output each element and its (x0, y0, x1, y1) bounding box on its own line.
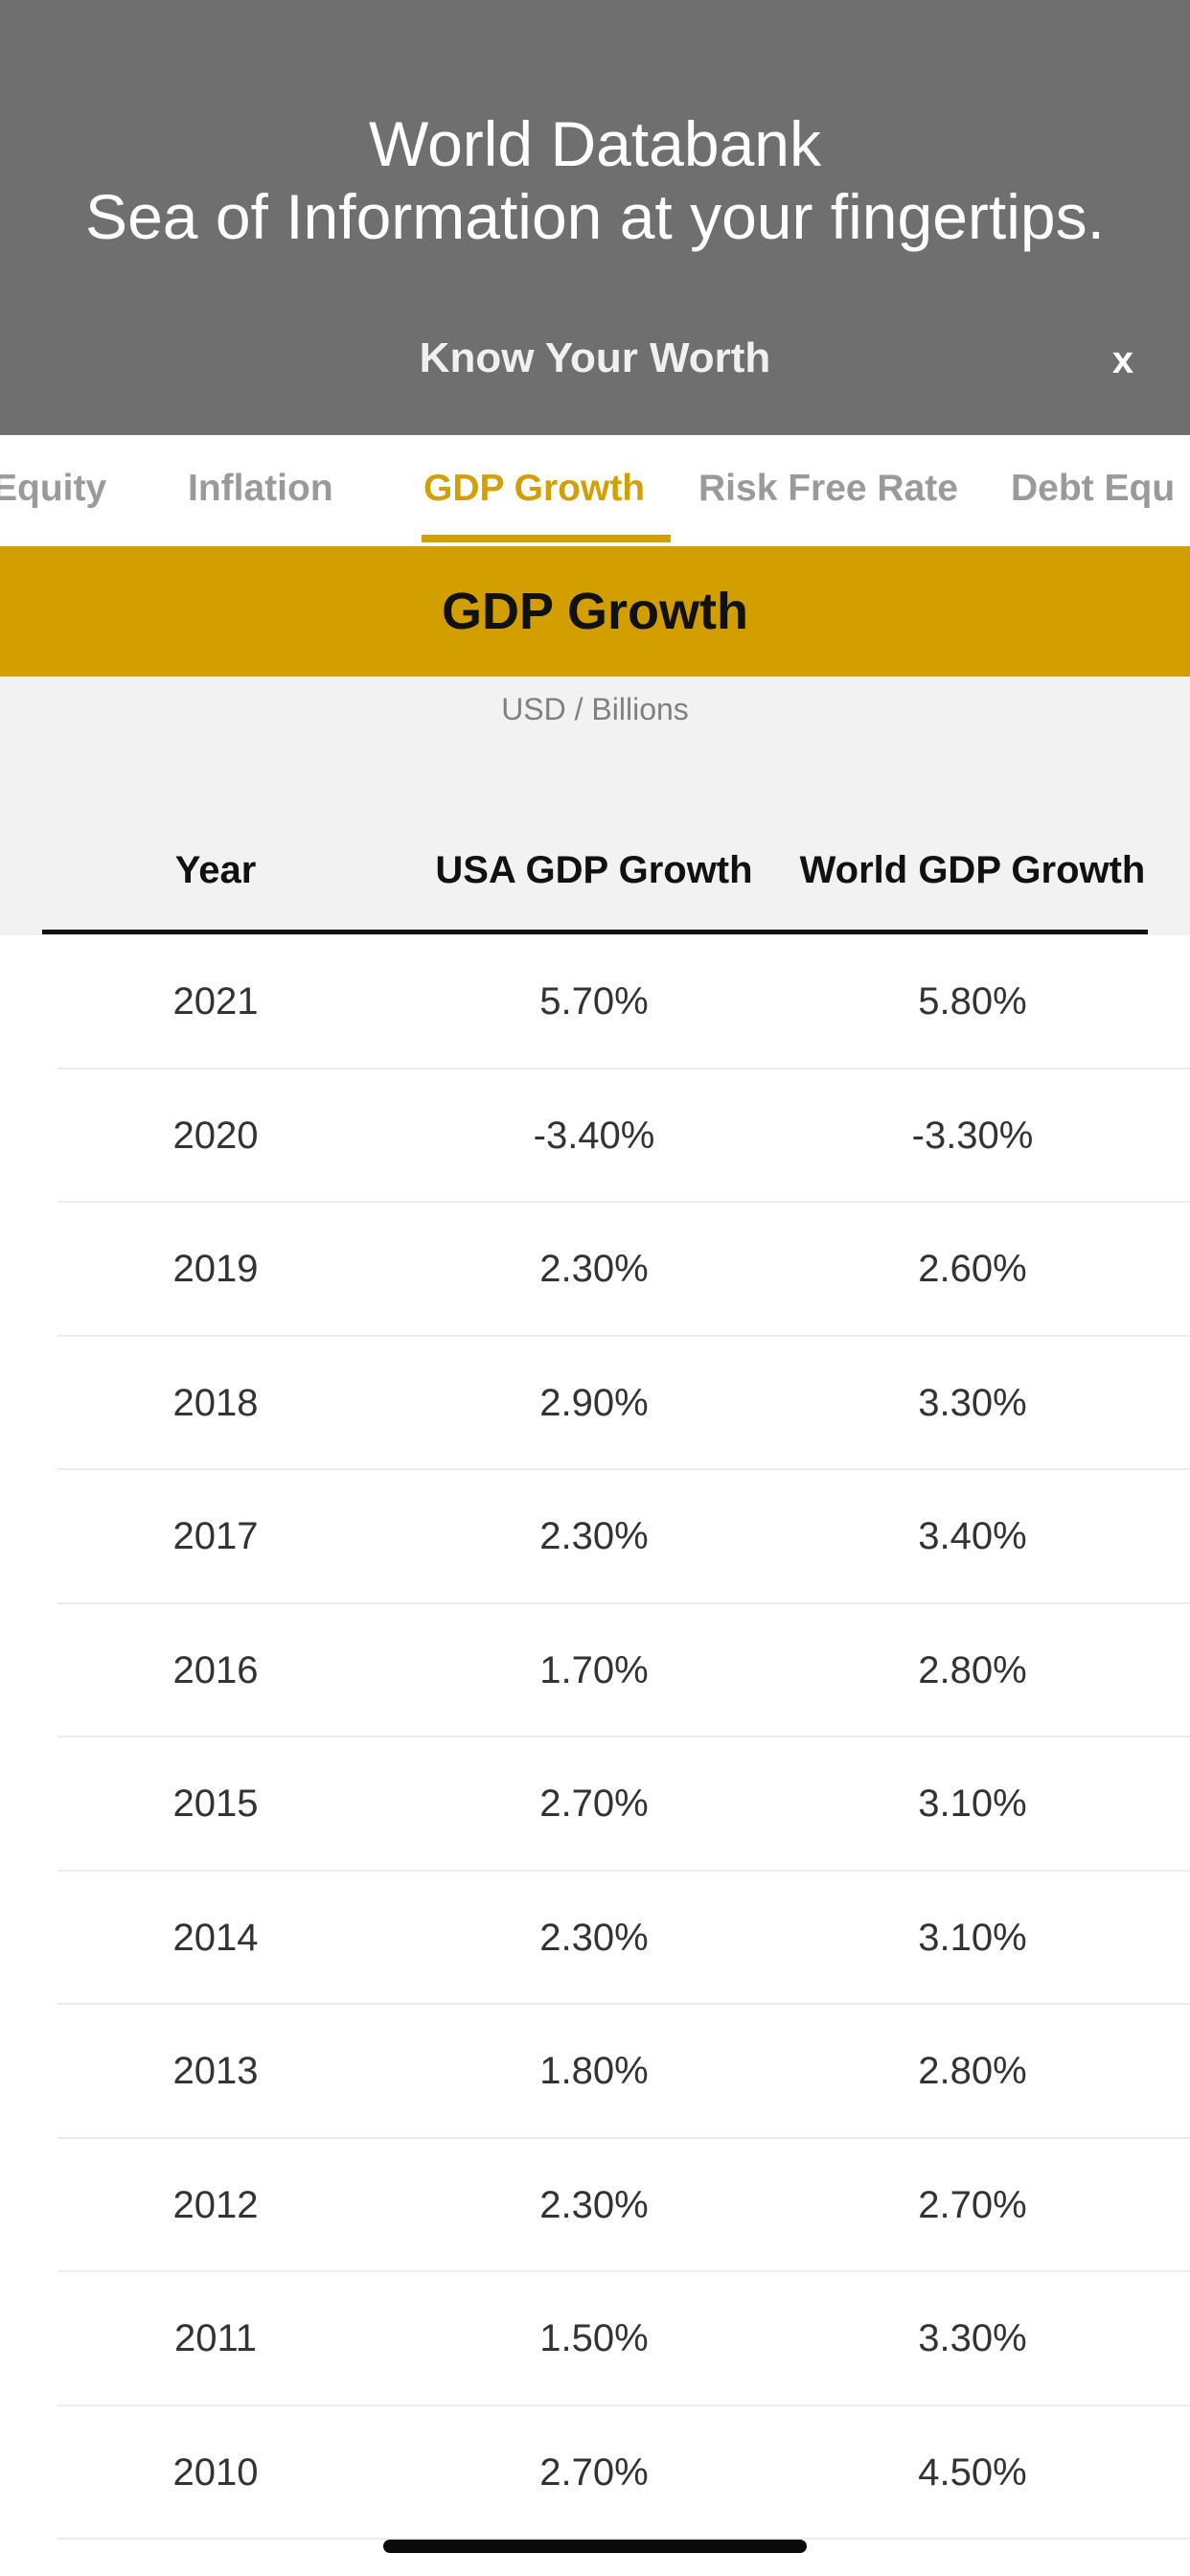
tab-debt-equity[interactable]: Debt Equ (1011, 468, 1176, 509)
world-gdp-cell: 3.30% (918, 2317, 1027, 2359)
usa-gdp-cell: 1.80% (539, 2050, 649, 2092)
year-cell: 2019 (172, 1248, 259, 1290)
world-gdp-cell: 5.80% (918, 980, 1027, 1023)
header-divider (42, 930, 1148, 934)
table-row: 2013 1.80% 2.80% (57, 2005, 1190, 2139)
table-row: 2020 -3.40% -3.30% (57, 1070, 1190, 1203)
world-gdp-cell: 3.10% (918, 1916, 1027, 1959)
table-row: 2011 1.50% 3.30% (57, 2272, 1190, 2406)
table-row: 2018 2.90% 3.30% (57, 1337, 1190, 1470)
usa-gdp-cell: 2.90% (539, 1381, 649, 1424)
usa-gdp-cell: 2.30% (539, 1916, 649, 1959)
table-row: 2010 2.70% 4.50% (57, 2406, 1190, 2540)
promo-banner: World Databank Sea of Information at you… (0, 0, 1190, 435)
column-header-year: Year (174, 849, 257, 891)
tab-inflation[interactable]: Inflation (188, 468, 333, 509)
table-row: 2012 2.30% 2.70% (57, 2139, 1190, 2272)
table-row: 2015 2.70% 3.10% (57, 1737, 1190, 1872)
world-gdp-cell: 3.30% (918, 1381, 1027, 1424)
year-cell: 2012 (172, 2183, 259, 2226)
world-gdp-cell: -3.30% (911, 1114, 1034, 1157)
column-header-world-gdp-growth: World GDP Growth (799, 849, 1146, 891)
table-row: 2016 1.70% 2.80% (57, 1604, 1190, 1737)
banner-title: World Databank (368, 108, 822, 179)
banner-tagline: Sea of Information at your fingertips. (85, 181, 1105, 252)
world-gdp-cell: 3.40% (918, 1515, 1027, 1557)
year-cell: 2013 (172, 2050, 259, 2092)
year-cell: 2021 (172, 980, 259, 1023)
year-cell: 2016 (172, 1648, 259, 1691)
world-gdp-cell: 2.70% (918, 2183, 1027, 2226)
close-button[interactable]: x (1111, 339, 1134, 381)
usa-gdp-cell: 2.30% (539, 1248, 649, 1290)
usa-gdp-cell: 1.70% (539, 1648, 649, 1691)
section-title: GDP Growth (0, 546, 1190, 677)
world-gdp-cell: 2.80% (918, 2050, 1027, 2092)
year-cell: 2011 (173, 2317, 257, 2359)
table-row: 2019 2.30% 2.60% (57, 1203, 1190, 1337)
tab-gdp-growth[interactable]: GDP Growth (423, 468, 646, 509)
usa-gdp-cell: 2.70% (539, 2450, 649, 2494)
category-tab-bar: Equity Inflation GDP Growth Risk Free Ra… (0, 435, 1190, 546)
usa-gdp-cell: 2.30% (539, 2183, 649, 2226)
usa-gdp-cell: -3.40% (533, 1114, 655, 1157)
table-header-panel (0, 677, 1190, 935)
table-row: 2021 5.70% 5.80% (57, 935, 1190, 1070)
world-gdp-cell: 4.50% (918, 2450, 1027, 2494)
table-row: 2014 2.30% 3.10% (57, 1872, 1190, 2005)
usa-gdp-cell: 2.30% (539, 1515, 649, 1557)
usa-gdp-cell: 5.70% (539, 980, 649, 1023)
tab-risk-free-rate[interactable]: Risk Free Rate (698, 468, 958, 509)
year-cell: 2017 (172, 1515, 259, 1557)
units-label: USD / Billions (501, 692, 689, 726)
year-cell: 2010 (172, 2450, 259, 2494)
active-tab-indicator (422, 535, 671, 542)
home-indicator[interactable] (383, 2540, 807, 2553)
table-row: 2017 2.30% 3.40% (57, 1470, 1190, 1604)
usa-gdp-cell: 2.70% (539, 1782, 649, 1825)
world-gdp-cell: 2.80% (918, 1648, 1027, 1691)
year-cell: 2020 (172, 1114, 259, 1157)
gdp-table-body: 2021 5.70% 5.80% 2020 -3.40% -3.30% 2019… (0, 935, 1190, 2540)
year-cell: 2014 (172, 1916, 259, 1959)
tab-equity[interactable]: Equity (0, 468, 107, 509)
year-cell: 2018 (172, 1381, 259, 1424)
banner-subtitle: Know Your Worth (419, 334, 771, 381)
world-gdp-cell: 3.10% (918, 1782, 1027, 1825)
year-cell: 2015 (172, 1782, 259, 1825)
usa-gdp-cell: 1.50% (539, 2317, 649, 2359)
column-header-usa-gdp-growth: USA GDP Growth (435, 849, 753, 891)
world-gdp-cell: 2.60% (918, 1248, 1027, 1290)
